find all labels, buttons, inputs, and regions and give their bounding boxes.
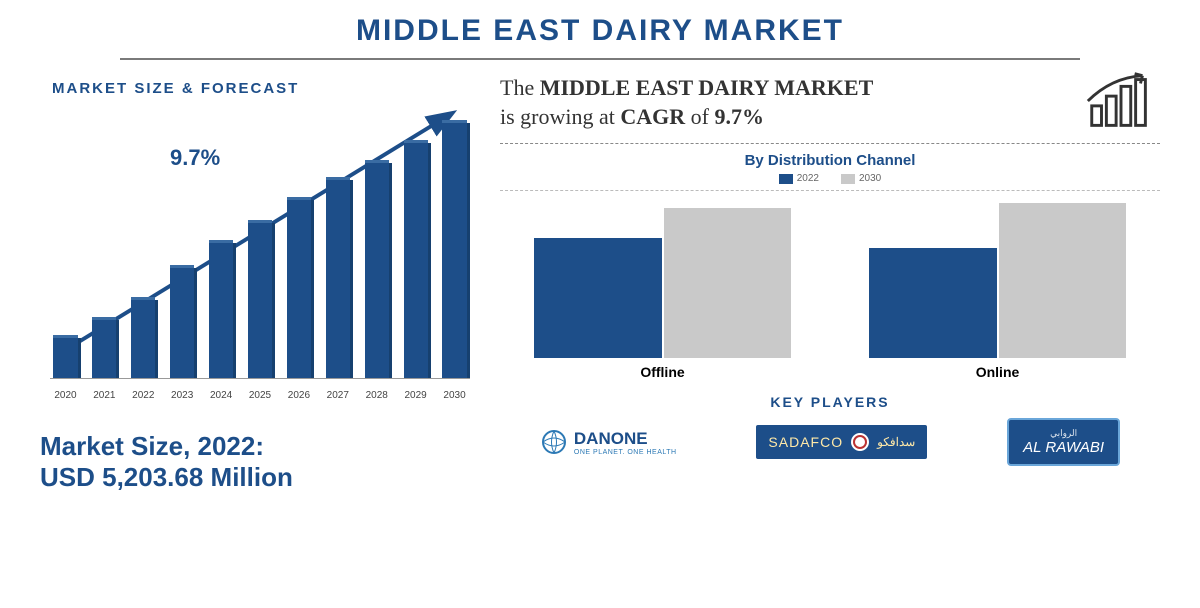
distribution-group: Online	[865, 188, 1130, 380]
market-size-line1: Market Size, 2022:	[40, 431, 470, 462]
forecast-bar	[167, 268, 198, 378]
forecast-year-label: 2028	[361, 390, 392, 401]
seal-icon	[849, 431, 871, 453]
logo-alrawabi: الروابيAL RAWABI	[1007, 418, 1120, 466]
distribution-chart: Offline Online	[500, 190, 1160, 380]
distribution-title: By Distribution Channel	[500, 152, 1160, 169]
distribution-bar	[664, 208, 791, 358]
tagline-t5: of	[685, 104, 714, 129]
tagline-t3: is growing at	[500, 104, 620, 129]
distribution-category-label: Offline	[640, 364, 684, 380]
forecast-year-label: 2027	[322, 390, 353, 401]
forecast-year-label: 2030	[439, 390, 470, 401]
forecast-year-label: 2026	[283, 390, 314, 401]
key-players-row: DANONEONE PLANET. ONE HEALTH SADAFCOسدافك…	[500, 418, 1160, 466]
forecast-year-label: 2029	[400, 390, 431, 401]
forecast-bar	[245, 223, 276, 378]
distribution-legend: 2022 2030	[500, 173, 1160, 184]
logo-sadafco: SADAFCOسدافكو	[756, 425, 927, 459]
legend-item: 2030	[841, 173, 881, 184]
growth-icon	[1082, 70, 1160, 132]
forecast-year-label: 2024	[206, 390, 237, 401]
divider	[500, 143, 1160, 144]
key-players-title: KEY PLAYERS	[500, 394, 1160, 410]
market-size-block: Market Size, 2022: USD 5,203.68 Million	[40, 431, 470, 493]
forecast-bar	[439, 123, 470, 378]
forecast-year-label: 2020	[50, 390, 81, 401]
forecast-year-label: 2022	[128, 390, 159, 401]
tagline: The MIDDLE EAST DAIRY MARKET is growing …	[500, 74, 1160, 131]
forecast-bar	[128, 300, 159, 378]
title-bar: MIDDLE EAST DAIRY MARKET	[120, 8, 1080, 60]
legend-item: 2022	[779, 173, 819, 184]
forecast-bar	[50, 338, 81, 378]
distribution-bar	[869, 248, 996, 358]
page-title: MIDDLE EAST DAIRY MARKET	[120, 14, 1080, 48]
forecast-bar	[400, 143, 431, 378]
forecast-bar	[89, 320, 120, 378]
tagline-t6: 9.7%	[715, 104, 765, 129]
forecast-bar	[361, 163, 392, 378]
forecast-bar	[283, 200, 314, 378]
forecast-year-label: 2023	[167, 390, 198, 401]
forecast-year-label: 2021	[89, 390, 120, 401]
distribution-group: Offline	[530, 188, 795, 380]
forecast-bar	[206, 243, 237, 378]
distribution-bar	[534, 238, 661, 358]
distribution-bar	[999, 203, 1126, 358]
tagline-t2: MIDDLE EAST DAIRY MARKET	[540, 75, 874, 100]
globe-icon	[540, 428, 568, 456]
forecast-year-label: 2025	[245, 390, 276, 401]
forecast-chart: 9.7% 20202021202220232024202520262027202…	[50, 101, 470, 401]
market-size-line2: USD 5,203.68 Million	[40, 462, 470, 493]
forecast-bar	[322, 180, 353, 378]
tagline-t4: CAGR	[620, 104, 685, 129]
distribution-category-label: Online	[976, 364, 1020, 380]
tagline-t1: The	[500, 75, 540, 100]
logo-danone: DANONEONE PLANET. ONE HEALTH	[540, 428, 677, 456]
forecast-heading: MARKET SIZE & FORECAST	[52, 80, 470, 97]
